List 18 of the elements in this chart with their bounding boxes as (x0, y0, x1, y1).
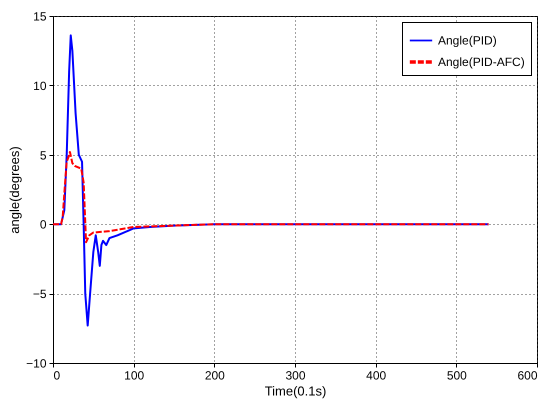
x-tick-label: 100 (124, 368, 144, 382)
y-tick-label: −5 (32, 287, 47, 302)
x-tick-label: 300 (285, 368, 306, 382)
y-axis-title: angle(degrees) (7, 146, 22, 234)
x-tick-label: 500 (446, 368, 468, 382)
x-tick-label: 600 (517, 368, 538, 382)
legend-label: Angle(PID-AFC) (438, 55, 525, 69)
legend-label: Angle(PID) (438, 34, 497, 48)
y-tick-label: 5 (40, 148, 47, 162)
x-tick-label: 0 (54, 368, 60, 382)
x-tick-label: 400 (366, 368, 386, 382)
x-tick-label: 200 (204, 368, 226, 382)
x-axis-title: Time(0.1s) (264, 384, 326, 398)
y-tick-label: 0 (40, 218, 47, 232)
y-tick-label: −10 (26, 356, 47, 370)
y-tick-label: 15 (33, 10, 47, 24)
line-series (52, 151, 490, 244)
y-tick-label: 10 (33, 78, 47, 93)
